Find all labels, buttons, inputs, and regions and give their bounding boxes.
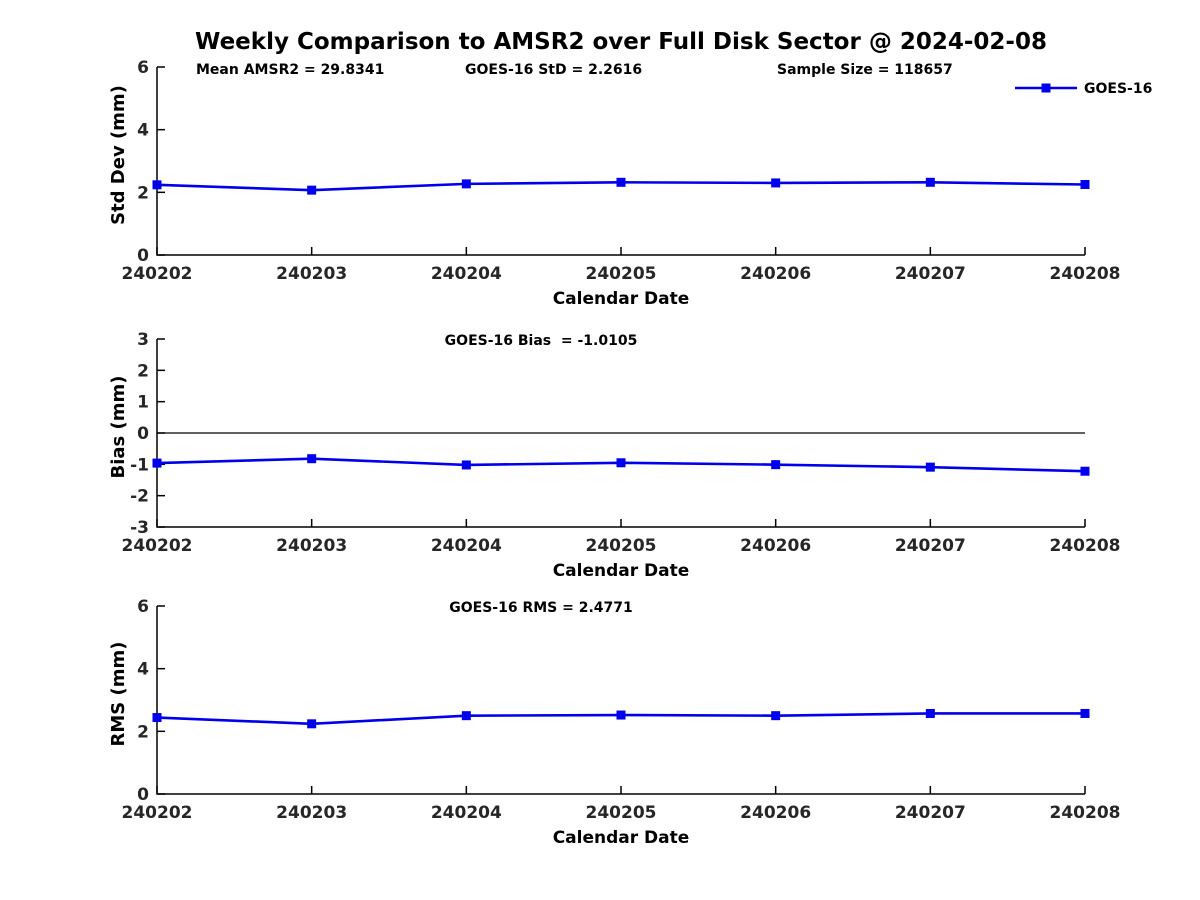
x-axis-label: Calendar Date: [553, 828, 690, 848]
x-tick-label: 240206: [740, 803, 811, 823]
rms-subplot: 0 2 4 6 240202 240203 240204 240205 240206 240207…: [108, 597, 1121, 848]
y-tick-label: 2: [137, 361, 149, 381]
data-point-marker: [925, 462, 935, 472]
std-dev-subplot: 0 2 4 6 240202 240203 240204 240205 240206 240207…: [108, 58, 1152, 309]
data-point-marker: [616, 710, 626, 720]
y-tick-label: 0: [137, 424, 149, 444]
data-point-marker: [771, 460, 781, 470]
x-tick-label: 240205: [586, 264, 657, 284]
y-tick-label: 0: [137, 785, 149, 805]
axis-spines: [156, 67, 1085, 256]
y-tick-label: 2: [137, 183, 149, 203]
data-point-marker: [307, 185, 317, 195]
bias-subplot: -3 -2 -1 0 1 2 3 240202 240203 240204 240205 240206…: [108, 330, 1121, 581]
data-point-marker: [1080, 466, 1090, 476]
y-tick-label: 2: [137, 722, 149, 742]
data-point-marker: [307, 454, 317, 464]
y-tick-label: 4: [137, 660, 149, 680]
x-tick-label: 240208: [1050, 536, 1121, 556]
x-tick-label: 240205: [586, 803, 657, 823]
data-point-marker: [307, 719, 317, 729]
subplot-annotation: Mean AMSR2 = 29.8341: [196, 62, 384, 78]
x-axis-label: Calendar Date: [553, 289, 690, 309]
x-tick-label: 240202: [122, 264, 193, 284]
y-tick-label: -2: [130, 487, 149, 507]
x-tick-label: 240203: [276, 803, 347, 823]
data-point-marker: [1080, 180, 1090, 189]
subplot-title: GOES-16 RMS = 2.4771: [449, 600, 633, 616]
axis-spines: [156, 606, 1085, 795]
x-tick-label: 240207: [895, 264, 966, 284]
data-point-marker: [152, 713, 162, 723]
x-tick-label: 240205: [586, 536, 657, 556]
y-axis-label: RMS (mm): [108, 642, 129, 747]
x-tick-label: 240202: [122, 803, 193, 823]
legend-marker-sample: [1041, 83, 1051, 93]
x-tick-label: 240204: [431, 264, 502, 284]
y-tick-label: 4: [137, 121, 149, 141]
x-tick-label: 240207: [895, 803, 966, 823]
data-point-marker: [925, 177, 935, 187]
y-tick-label: 3: [137, 330, 149, 350]
data-point-marker: [925, 708, 935, 718]
x-tick-label: 240206: [740, 264, 811, 284]
data-point-marker: [461, 179, 471, 189]
x-tick-label: 240208: [1050, 264, 1121, 284]
data-point-marker: [152, 180, 162, 190]
subplot-annotation: GOES-16 StD = 2.2616: [465, 62, 642, 78]
data-point-marker: [771, 178, 781, 188]
y-tick-label: 1: [137, 393, 149, 413]
x-tick-label: 240203: [276, 536, 347, 556]
data-point-marker: [461, 460, 471, 470]
y-tick-label: -3: [130, 518, 149, 538]
y-axis-label: Std Dev (mm): [108, 85, 129, 225]
y-tick-label: 0: [137, 246, 149, 266]
x-axis-label: Calendar Date: [553, 561, 690, 581]
legend-label: GOES-16: [1084, 81, 1152, 97]
y-axis-label: Bias (mm): [108, 376, 129, 479]
subplot-annotation: Sample Size = 118657: [777, 62, 953, 78]
data-point-marker: [1080, 708, 1090, 718]
data-point-marker: [616, 177, 626, 187]
x-tick-label: 240202: [122, 536, 193, 556]
data-point-marker: [152, 458, 162, 468]
y-tick-label: 6: [137, 597, 149, 617]
data-point-marker: [461, 711, 471, 721]
x-tick-label: 240203: [276, 264, 347, 284]
x-tick-label: 240208: [1050, 803, 1121, 823]
x-tick-label: 240206: [740, 536, 811, 556]
subplot-title: GOES-16 Bias = -1.0105: [445, 333, 638, 349]
x-tick-label: 240204: [431, 803, 502, 823]
y-tick-label: -1: [130, 455, 149, 475]
data-point-marker: [616, 458, 626, 468]
x-tick-label: 240204: [431, 536, 502, 556]
figure-title: Weekly Comparison to AMSR2 over Full Dis…: [195, 29, 1047, 55]
x-tick-label: 240207: [895, 536, 966, 556]
y-tick-label: 6: [137, 58, 149, 78]
data-point-marker: [771, 711, 781, 721]
